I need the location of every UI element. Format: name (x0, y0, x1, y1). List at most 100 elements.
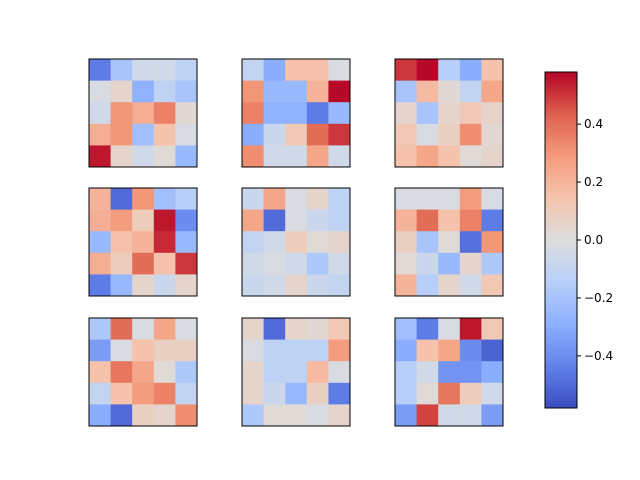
heatmap-cell (481, 318, 504, 340)
heatmap-panel-r3c2 (241, 317, 351, 427)
heatmap-cell (110, 361, 133, 384)
heatmap-cell (110, 252, 133, 275)
heatmap-cell (438, 252, 461, 275)
heatmap-cell (395, 80, 417, 103)
heatmap-cell (395, 102, 417, 125)
heatmap-cell (306, 404, 329, 427)
heatmap-cell (110, 102, 133, 125)
heatmap-cell (242, 59, 264, 81)
panel-frame (394, 317, 504, 427)
heatmap-cell (416, 209, 439, 232)
heatmap-cell (263, 361, 286, 384)
heatmap-cell (263, 80, 286, 103)
heatmap-cell (242, 102, 264, 125)
heatmap-cell (132, 102, 155, 125)
heatmap-panel-r1c2 (241, 58, 351, 168)
heatmap-cell (395, 382, 417, 405)
heatmap-cell (328, 274, 351, 297)
heatmap-cell (263, 318, 286, 340)
heatmap-cell (175, 252, 198, 275)
heatmap-cell (110, 80, 133, 103)
panel-frame (241, 58, 351, 168)
heatmap-cell (110, 382, 133, 405)
heatmap-cell (306, 339, 329, 362)
heatmap-cell (242, 209, 264, 232)
heatmap-cell (306, 188, 329, 210)
heatmap-cell (459, 123, 482, 146)
heatmap-cell (481, 274, 504, 297)
heatmap-cell (175, 80, 198, 103)
heatmap-cell (132, 404, 155, 427)
colorbar-tick-label: 0.2 (584, 175, 603, 189)
heatmap-cell (306, 80, 329, 103)
heatmap-cell (328, 102, 351, 125)
heatmap-cell (242, 123, 264, 146)
heatmap-cell (132, 59, 155, 81)
heatmap-cell (110, 231, 133, 254)
heatmap-cell (395, 339, 417, 362)
heatmap-cell (132, 231, 155, 254)
heatmap-cell (481, 382, 504, 405)
heatmap-cell (285, 404, 308, 427)
heatmap-cell (285, 274, 308, 297)
heatmap-cell (285, 231, 308, 254)
heatmap-cell (481, 188, 504, 210)
heatmap-cell (306, 231, 329, 254)
heatmap-cell (328, 404, 351, 427)
heatmap-cell (175, 361, 198, 384)
heatmap-cell (175, 59, 198, 81)
heatmap-cell (263, 404, 286, 427)
heatmap-cell (328, 382, 351, 405)
heatmap-cell (328, 339, 351, 362)
heatmap-panel-r2c2 (241, 187, 351, 297)
colorbar-tick-label: −0.4 (584, 349, 613, 363)
heatmap-cell (306, 382, 329, 405)
heatmap-cell (459, 382, 482, 405)
heatmap-cell (175, 318, 198, 340)
heatmap-cell (395, 188, 417, 210)
heatmap-cell (438, 404, 461, 427)
heatmap-cell (110, 318, 133, 340)
heatmap-cell (459, 145, 482, 168)
heatmap-cell (153, 80, 176, 103)
heatmap-cell (459, 209, 482, 232)
heatmap-cell (285, 252, 308, 275)
heatmap-cell (438, 188, 461, 210)
heatmap-cell (459, 404, 482, 427)
heatmap-cell (132, 145, 155, 168)
heatmap-cell (153, 145, 176, 168)
heatmap-panel-r1c1 (88, 58, 198, 168)
heatmap-cell (175, 274, 198, 297)
heatmap-cell (481, 209, 504, 232)
heatmap-cell (481, 361, 504, 384)
heatmap-cell (438, 382, 461, 405)
heatmap-cell (132, 339, 155, 362)
heatmap-cell (306, 318, 329, 340)
heatmap-cell (481, 102, 504, 125)
heatmap-cell (263, 274, 286, 297)
heatmap-cell (153, 382, 176, 405)
heatmap-cell (263, 145, 286, 168)
heatmap-cell (438, 145, 461, 168)
heatmap-cell (328, 209, 351, 232)
heatmap-cell (89, 231, 111, 254)
heatmap-cell (242, 404, 264, 427)
heatmap-cell (132, 188, 155, 210)
heatmap-panel-r3c3 (394, 317, 504, 427)
heatmap-cell (306, 209, 329, 232)
heatmap-cell (481, 80, 504, 103)
panel-frame (394, 187, 504, 297)
heatmap-cell (89, 123, 111, 146)
heatmap-cell (110, 59, 133, 81)
colorbar-gradient (545, 72, 577, 408)
heatmap-cell (153, 123, 176, 146)
heatmap-cell (175, 404, 198, 427)
heatmap-cell (242, 145, 264, 168)
heatmap-cell (416, 145, 439, 168)
heatmap-panel-r2c1 (88, 187, 198, 297)
heatmap-cell (285, 123, 308, 146)
colorbar-ticks: −0.4 −0.2 0.0 0.2 0.4 (577, 117, 613, 363)
heatmap-cell (459, 361, 482, 384)
heatmap-cell (110, 209, 133, 232)
heatmap-cell (328, 188, 351, 210)
